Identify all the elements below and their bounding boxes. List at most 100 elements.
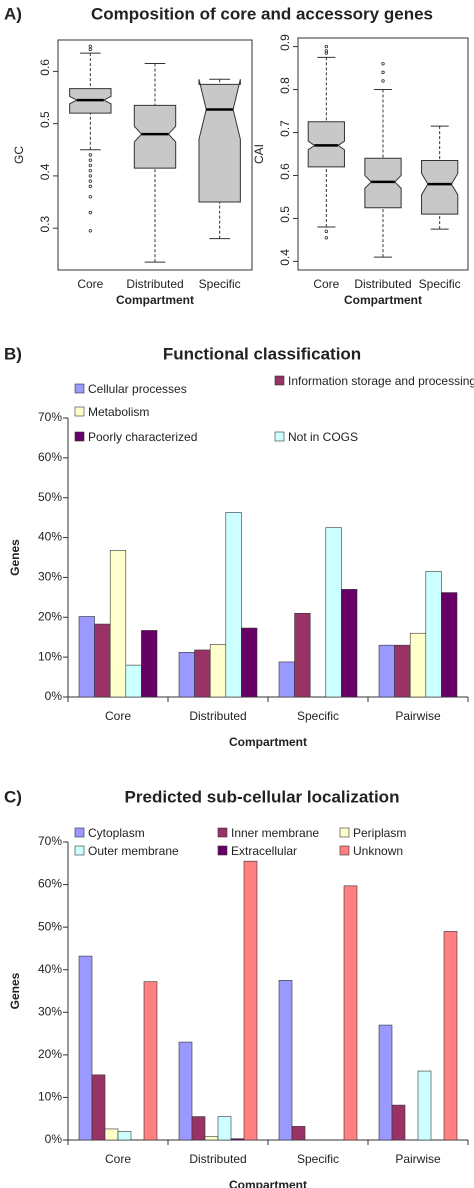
y-tick-label: 0.8 xyxy=(278,77,292,94)
bar xyxy=(230,1138,245,1141)
bar xyxy=(143,981,158,1141)
y-tick-label: 0% xyxy=(45,1132,63,1146)
x-tick-label: Distributed xyxy=(126,277,183,291)
chart-title: Functional classification xyxy=(163,344,361,363)
y-axis-label: CAI xyxy=(252,144,266,164)
outlier xyxy=(88,153,93,157)
panel-label: B) xyxy=(4,344,22,363)
legend-swatch xyxy=(339,845,350,856)
outlier xyxy=(324,49,329,53)
outlier xyxy=(324,229,329,234)
x-tick-label: Core xyxy=(105,1152,131,1166)
legend-label: Not in COGS xyxy=(288,430,359,444)
x-tick-label: Specific xyxy=(199,277,241,291)
legend-label-text: Information storage and processing xyxy=(288,374,474,388)
box xyxy=(198,79,241,203)
outlier xyxy=(324,51,329,55)
y-tick-label: 50% xyxy=(38,919,62,933)
y-tick-label: 50% xyxy=(38,490,62,504)
y-axis-label: Genes xyxy=(8,972,22,1009)
bar xyxy=(278,661,295,698)
bar xyxy=(241,627,258,698)
outlier xyxy=(88,195,93,199)
bar xyxy=(94,623,111,698)
bar xyxy=(443,931,458,1141)
y-tick-label: 60% xyxy=(38,877,62,891)
legend-label-text: Not in COGS xyxy=(288,430,359,444)
legend-label: Cytoplasm xyxy=(88,826,145,840)
x-tick-label: Specific xyxy=(419,277,461,291)
x-axis-label: Compartment xyxy=(229,1178,307,1188)
y-tick-label: 70% xyxy=(38,410,62,424)
x-tick-label: Specific xyxy=(297,1152,339,1166)
legend-swatch xyxy=(74,827,85,838)
y-tick-label: 0.4 xyxy=(38,163,52,180)
bar xyxy=(178,1041,193,1141)
y-tick-label: 30% xyxy=(38,1004,62,1018)
legend-label: Cellular processes xyxy=(88,382,187,396)
x-tick-label: Distributed xyxy=(189,1152,246,1166)
outlier xyxy=(88,174,93,178)
bar xyxy=(217,1116,232,1141)
legend-label: Poorly characterized xyxy=(88,430,198,444)
legend-label-text: Metabolism xyxy=(88,405,150,419)
legend-label: Extracellular xyxy=(231,844,297,858)
bar xyxy=(141,630,158,698)
x-tick-label: Distributed xyxy=(354,277,411,291)
bar xyxy=(117,1131,132,1141)
y-tick-label: 0.5 xyxy=(38,111,52,128)
y-axis-label: Genes xyxy=(8,539,22,576)
x-axis-label: Compartment xyxy=(229,735,307,749)
bar xyxy=(417,1070,432,1141)
bar xyxy=(441,592,458,698)
legend-label: Outer membrane xyxy=(88,844,179,858)
legend-swatch xyxy=(274,375,285,386)
y-tick-label: 40% xyxy=(38,530,62,544)
outlier xyxy=(88,163,93,168)
y-axis-label: GC xyxy=(12,146,26,164)
y-tick-label: 0.9 xyxy=(278,34,292,51)
outlier xyxy=(88,158,93,162)
bar xyxy=(378,644,395,698)
legend-swatch xyxy=(74,845,85,856)
x-axis-label: Compartment xyxy=(344,293,422,307)
outlier xyxy=(88,47,93,52)
legend-label: Metabolism xyxy=(88,405,150,419)
bar xyxy=(78,616,95,698)
bar xyxy=(209,644,227,698)
y-tick-label: 0.6 xyxy=(38,59,52,76)
y-tick-label: 10% xyxy=(38,649,62,663)
legend-label-text: Inner membrane xyxy=(231,826,320,840)
outlier xyxy=(381,70,385,75)
legend-label-text: Poorly characterized xyxy=(88,430,198,444)
legend-label-text: Outer membrane xyxy=(88,844,179,858)
legend-label: Unknown xyxy=(353,844,403,858)
y-tick-label: 30% xyxy=(38,570,62,584)
bar xyxy=(204,1136,219,1141)
bar xyxy=(78,955,93,1141)
y-tick-label: 0.4 xyxy=(278,249,292,266)
y-tick-label: 0.6 xyxy=(278,163,292,180)
outlier xyxy=(381,79,385,83)
legend-label-text: Cytoplasm xyxy=(88,826,145,840)
outlier xyxy=(88,179,93,183)
bar xyxy=(341,589,358,698)
bar xyxy=(178,652,195,698)
legend-swatch xyxy=(217,827,228,838)
bar xyxy=(194,649,211,698)
bar xyxy=(409,632,427,698)
box xyxy=(133,104,177,169)
legend-label-text: Periplasm xyxy=(353,826,407,840)
bar xyxy=(225,512,242,698)
y-tick-label: 20% xyxy=(38,609,62,623)
x-tick-label: Pairwise xyxy=(395,709,441,723)
legend-swatch xyxy=(339,827,350,838)
legend-label: Information storage and processing xyxy=(288,374,474,388)
legend-swatch xyxy=(217,845,228,856)
x-tick-label: Core xyxy=(313,277,339,291)
legend-label: Periplasm xyxy=(353,826,407,840)
outlier xyxy=(324,236,329,240)
y-tick-label: 60% xyxy=(38,450,62,464)
bar xyxy=(425,571,442,698)
